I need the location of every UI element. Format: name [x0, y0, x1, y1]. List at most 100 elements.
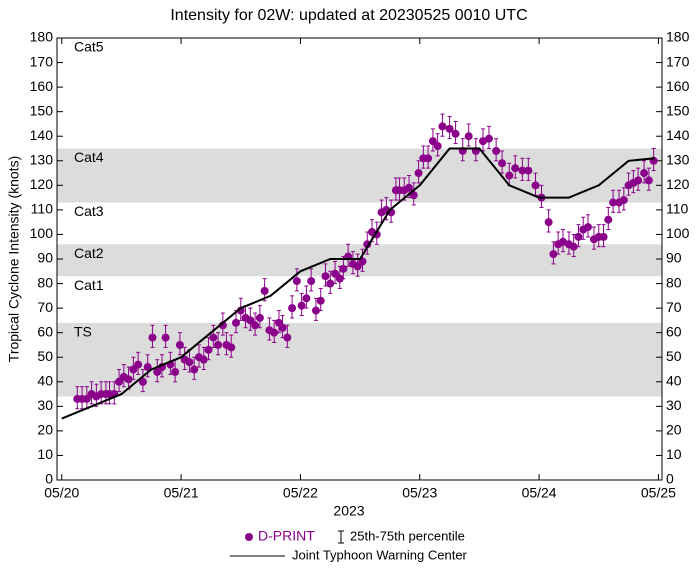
data-point [260, 286, 269, 295]
data-point [438, 122, 447, 131]
data-point [464, 132, 473, 141]
y2-tick-label: 130 [666, 151, 690, 167]
data-point [451, 129, 460, 138]
data-point [574, 232, 583, 241]
data-point [634, 176, 643, 185]
y2-tick-label: 50 [666, 348, 682, 364]
data-point [511, 164, 520, 173]
band-label: TS [74, 324, 92, 340]
data-point [544, 218, 553, 227]
y-axis-label: Tropical Cyclone Intensity (knots) [6, 156, 22, 362]
x-axis-label: 2023 [333, 503, 364, 519]
y2-tick-label: 170 [666, 53, 690, 69]
data-point [227, 343, 236, 352]
data-point [204, 345, 213, 354]
data-point [433, 142, 442, 151]
x-tick-label: 05/22 [283, 485, 318, 501]
y2-tick-label: 70 [666, 299, 682, 315]
data-point [307, 277, 316, 286]
y-tick-label: 70 [37, 299, 53, 315]
data-point [311, 306, 320, 315]
y-tick-label: 60 [37, 323, 53, 339]
data-point [246, 316, 255, 325]
data-point [531, 181, 540, 190]
y-tick-label: 130 [30, 151, 54, 167]
data-point [484, 134, 493, 143]
data-point [255, 313, 264, 322]
y-tick-label: 120 [30, 176, 54, 192]
y2-tick-label: 100 [666, 225, 690, 241]
data-point [505, 171, 514, 180]
y2-tick-label: 150 [666, 102, 690, 118]
data-point [148, 333, 157, 342]
data-point [524, 166, 533, 175]
data-point [335, 274, 344, 283]
data-point [549, 250, 558, 259]
data-point [124, 375, 133, 384]
y2-tick-label: 80 [666, 274, 682, 290]
data-point [251, 321, 260, 330]
plot-area: TS Cat1 Cat2 Cat3 Cat4 Cat5 [56, 37, 663, 481]
x-tick-label: 05/24 [522, 485, 557, 501]
y-tick-label: 160 [30, 78, 54, 94]
data-point [129, 365, 138, 374]
data-point [115, 377, 124, 386]
y2-tick-label: 0 [666, 471, 674, 487]
data-point [171, 367, 180, 376]
y-tick-label: 180 [30, 29, 54, 45]
y2-tick-label: 120 [666, 176, 690, 192]
x-tick-label: 05/20 [44, 485, 79, 501]
y2-tick-label: 110 [666, 201, 689, 217]
y-tick-label: 30 [37, 397, 53, 413]
data-point [214, 340, 223, 349]
y2-tick-label: 10 [666, 446, 682, 462]
legend-label: D-PRINT [258, 528, 315, 544]
data-point [414, 169, 423, 178]
y2-tick-label: 180 [666, 29, 690, 45]
data-point [292, 277, 301, 286]
data-point [569, 242, 578, 251]
band-label: Cat2 [74, 245, 104, 261]
data-point [190, 365, 199, 374]
y-tick-label: 170 [30, 53, 54, 69]
y-tick-label: 80 [37, 274, 53, 290]
data-point [492, 146, 501, 155]
data-point [82, 394, 91, 403]
data-point [161, 333, 170, 342]
data-point [278, 323, 287, 332]
x-tick-label: 05/23 [402, 485, 437, 501]
data-point [445, 124, 454, 133]
data-point [134, 360, 143, 369]
data-point [644, 176, 653, 185]
data-point [270, 328, 279, 337]
band-label: Cat3 [74, 203, 104, 219]
legend-marker [245, 533, 253, 541]
data-point [231, 318, 240, 327]
legend: D-PRINT 25th-75th percentile Joint Typhoon… [230, 528, 468, 562]
y-tick-label: 90 [37, 250, 53, 266]
data-point [153, 367, 162, 376]
data-point [326, 279, 335, 288]
data-point [199, 355, 208, 364]
data-point [428, 137, 437, 146]
data-point [498, 159, 507, 168]
data-point [297, 301, 306, 310]
chart-title: Intensity for 02W: updated at 20230525 0… [170, 7, 527, 24]
y2-tick-label: 90 [666, 250, 682, 266]
y-tick-label: 40 [37, 372, 53, 388]
data-point [584, 223, 593, 232]
data-point [619, 196, 628, 205]
y-tick-label: 0 [45, 471, 53, 487]
data-point [331, 269, 340, 278]
category-band [57, 148, 662, 203]
x-tick-label: 05/21 [164, 485, 199, 501]
data-point [339, 264, 348, 273]
data-point [424, 154, 433, 163]
y2-tick-label: 160 [666, 78, 690, 94]
data-point [609, 198, 618, 207]
legend-label: Joint Typhoon Warning Center [292, 547, 468, 562]
data-point [283, 333, 292, 342]
y2-tick-label: 140 [666, 127, 690, 143]
y2-tick-label: 20 [666, 422, 682, 438]
